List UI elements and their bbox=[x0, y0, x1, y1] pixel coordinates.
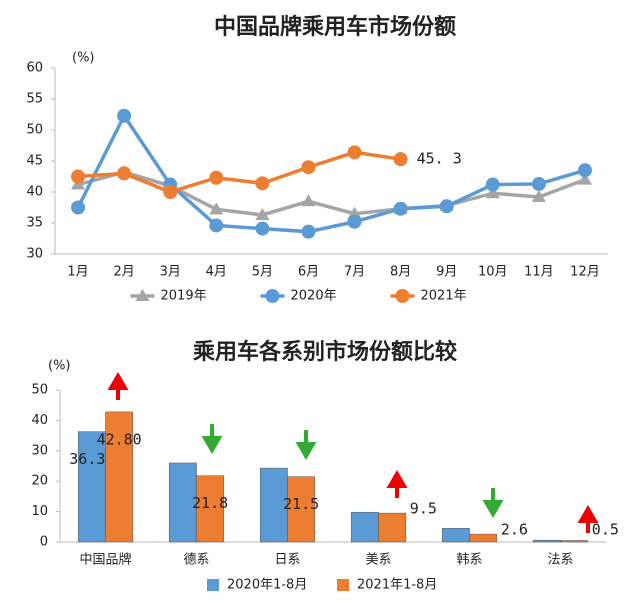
bar bbox=[469, 533, 498, 543]
data-label: 2.6 bbox=[501, 521, 528, 539]
x-tick-label: 7月 bbox=[344, 265, 365, 280]
marker bbox=[531, 176, 546, 191]
x-tick-label: 中国品牌 bbox=[79, 552, 131, 568]
data-label: 36.30 bbox=[69, 450, 114, 468]
chart-title: 乘用车各系别市场份额比较 bbox=[192, 339, 457, 365]
series-line bbox=[76, 112, 586, 234]
marker bbox=[209, 170, 224, 185]
x-tick-label: 12月 bbox=[570, 265, 600, 280]
x-tick-label: 5月 bbox=[252, 265, 273, 280]
y-axis-label: (%) bbox=[48, 359, 71, 374]
data-label: 42.80 bbox=[97, 430, 142, 448]
marker bbox=[393, 201, 408, 216]
marker bbox=[255, 207, 270, 220]
bar bbox=[560, 540, 589, 543]
y-tick-label: 40 bbox=[26, 185, 43, 200]
bar bbox=[196, 475, 225, 543]
marker bbox=[531, 189, 546, 202]
bar bbox=[168, 462, 197, 543]
legend-label: 2020年 bbox=[291, 289, 337, 304]
x-tick-label: 2月 bbox=[113, 265, 134, 280]
marker bbox=[577, 172, 592, 185]
x-tick-label: 德系 bbox=[183, 553, 209, 568]
chart-title: 中国品牌乘用车市场份额 bbox=[214, 14, 456, 40]
legend-label: 2020年1-8月 bbox=[227, 578, 307, 593]
marker bbox=[71, 169, 86, 184]
marker bbox=[163, 185, 178, 199]
marker bbox=[439, 199, 454, 214]
y-tick-label: 30 bbox=[26, 247, 43, 262]
marker bbox=[117, 166, 132, 181]
marker bbox=[255, 176, 270, 191]
marker bbox=[301, 160, 316, 175]
bar bbox=[259, 467, 288, 543]
marker bbox=[117, 108, 132, 123]
y-tick-label: 20 bbox=[31, 474, 48, 489]
y-tick-label: 30 bbox=[31, 443, 48, 458]
bar bbox=[378, 512, 407, 543]
legend-label: 2019年 bbox=[161, 289, 207, 304]
x-tick-label: 3月 bbox=[160, 265, 181, 280]
marker bbox=[265, 289, 280, 303]
marker bbox=[347, 214, 362, 229]
x-tick-label: 9月 bbox=[436, 265, 457, 280]
marker bbox=[255, 221, 270, 236]
legend-swatch bbox=[337, 579, 349, 591]
x-tick-label: 韩系 bbox=[456, 553, 482, 568]
data-label: 0.5 bbox=[592, 521, 619, 539]
marker bbox=[301, 224, 316, 239]
x-tick-label: 美系 bbox=[365, 553, 391, 568]
x-tick-label: 法系 bbox=[547, 553, 573, 568]
data-label: 45. 3 bbox=[417, 150, 462, 168]
x-tick-label: 6月 bbox=[298, 265, 319, 280]
marker bbox=[135, 289, 150, 301]
data-label: 21.8 bbox=[192, 494, 228, 512]
marker bbox=[209, 218, 224, 233]
marker bbox=[577, 163, 592, 178]
y-tick-label: 35 bbox=[26, 216, 43, 231]
series-line bbox=[77, 150, 401, 194]
marker bbox=[71, 200, 86, 215]
y-tick-label: 40 bbox=[31, 413, 48, 428]
x-tick-label: 8月 bbox=[390, 265, 411, 280]
x-tick-label: 11月 bbox=[524, 265, 554, 280]
data-label: 9.5 bbox=[410, 500, 437, 518]
legend-label: 2021年1-8月 bbox=[357, 578, 437, 593]
x-tick-label: 4月 bbox=[206, 265, 227, 280]
marker bbox=[209, 202, 224, 215]
marker bbox=[71, 177, 86, 190]
y-tick-label: 55 bbox=[26, 92, 43, 107]
data-label: 21.5 bbox=[283, 495, 319, 513]
marker bbox=[301, 194, 316, 207]
y-tick-label: 50 bbox=[31, 383, 48, 398]
x-tick-label: 1月 bbox=[67, 265, 88, 280]
bar bbox=[350, 511, 379, 543]
y-tick-label: 10 bbox=[31, 504, 48, 519]
legend-label: 2021年 bbox=[421, 289, 467, 304]
trend-arrows bbox=[107, 372, 599, 533]
y-tick-label: 50 bbox=[26, 123, 43, 138]
legend-swatch bbox=[207, 579, 219, 591]
bar bbox=[77, 431, 106, 543]
bar bbox=[105, 411, 134, 543]
y-tick-label: 45 bbox=[26, 154, 43, 169]
marker bbox=[395, 289, 410, 303]
y-axis-label: (%) bbox=[72, 51, 95, 66]
y-tick-label: 0 bbox=[40, 535, 48, 550]
x-tick-label: 日系 bbox=[274, 553, 300, 568]
marker bbox=[485, 177, 500, 192]
y-tick-label: 60 bbox=[26, 61, 43, 76]
bar bbox=[532, 539, 561, 543]
marker bbox=[347, 145, 362, 160]
series-line bbox=[77, 170, 586, 217]
marker bbox=[485, 186, 500, 199]
bar bbox=[441, 528, 470, 543]
x-tick-label: 10月 bbox=[478, 265, 508, 280]
bar bbox=[287, 476, 316, 543]
marker bbox=[393, 152, 408, 167]
